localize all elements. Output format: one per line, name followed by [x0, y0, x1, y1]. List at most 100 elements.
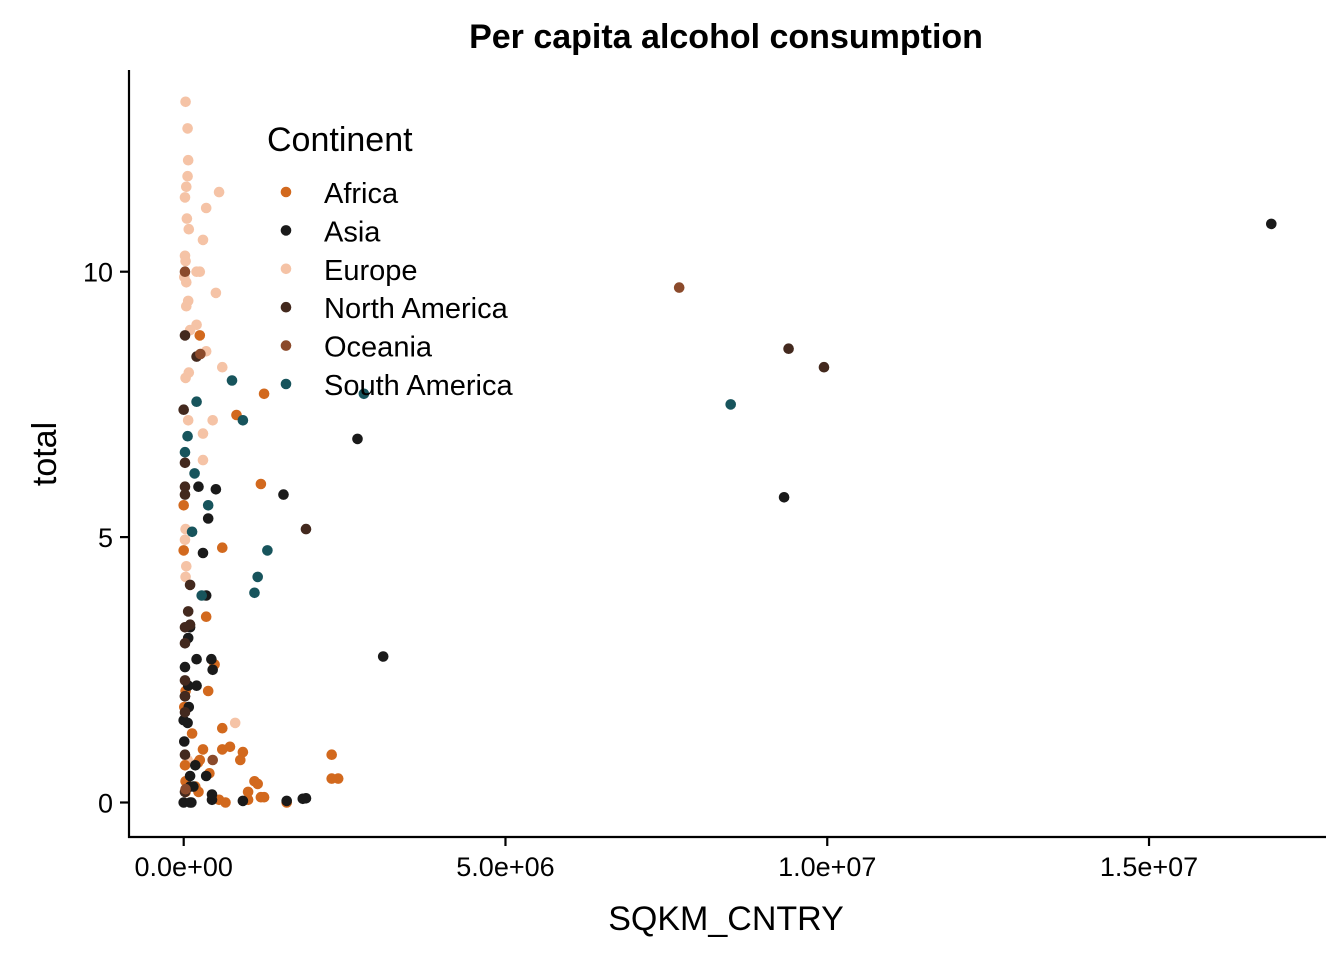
data-point — [377, 651, 389, 662]
x-tick-label: 1.0e+07 — [778, 852, 876, 882]
points-layer — [178, 96, 1277, 808]
data-point — [191, 396, 202, 408]
x-axis-title: SQKM_CNTRY — [608, 900, 844, 938]
data-point — [181, 277, 192, 288]
data-point — [197, 234, 209, 246]
data-point — [249, 587, 260, 599]
legend-label: Asia — [324, 216, 381, 248]
y-axis-title: total — [26, 422, 64, 486]
x-tick-label: 5.0e+06 — [456, 852, 554, 882]
legend-label: Africa — [324, 178, 399, 210]
data-point — [186, 728, 198, 739]
x-tick-label: 1.5e+07 — [1100, 852, 1198, 882]
y-tick-label: 0 — [98, 788, 113, 818]
legend-key — [280, 263, 292, 275]
data-point — [180, 372, 191, 384]
data-point — [202, 500, 214, 511]
data-point — [196, 590, 207, 601]
data-point — [195, 348, 206, 360]
data-point — [235, 754, 246, 766]
data-point — [252, 571, 263, 583]
data-point — [197, 428, 209, 439]
data-point — [255, 478, 267, 490]
data-point — [197, 744, 209, 755]
data-point — [352, 433, 363, 445]
y-tick-label: 10 — [83, 258, 113, 288]
x-axis-ticks: 0.0e+00 5.0e+06 1.0e+07 1.5e+07 — [135, 837, 1198, 882]
data-point — [262, 545, 273, 556]
data-point — [178, 404, 189, 416]
data-point — [179, 638, 191, 649]
data-point — [182, 430, 193, 442]
data-point — [252, 778, 263, 790]
legend-label: North America — [324, 293, 509, 325]
data-point — [278, 489, 289, 500]
data-point — [202, 685, 214, 697]
data-point — [182, 606, 194, 617]
data-point — [182, 123, 193, 134]
data-point — [206, 653, 217, 665]
data-point — [179, 489, 191, 500]
legend-key — [280, 378, 292, 390]
x-tick-label: 0.0e+00 — [135, 852, 233, 882]
data-point — [197, 454, 209, 466]
data-point — [179, 736, 190, 747]
data-point — [183, 223, 195, 235]
data-point — [213, 186, 225, 198]
legend-entries: Africa Asia Europe North America Oceania Sout… — [280, 178, 513, 402]
data-point — [179, 330, 191, 341]
data-point — [783, 343, 794, 355]
data-point — [202, 513, 214, 524]
data-point — [207, 415, 218, 426]
data-point — [207, 754, 218, 766]
data-point — [182, 154, 194, 166]
data-point — [179, 481, 191, 493]
data-point — [184, 579, 196, 591]
series-oceania — [179, 266, 685, 795]
data-point — [184, 770, 196, 782]
data-point — [182, 170, 193, 182]
data-point — [210, 484, 222, 495]
data-point — [181, 181, 192, 193]
data-point — [181, 561, 192, 572]
legend-key — [280, 301, 292, 313]
data-point — [184, 797, 196, 808]
data-point — [179, 749, 191, 760]
data-point — [179, 266, 191, 278]
data-point — [181, 213, 193, 224]
data-point — [180, 571, 191, 583]
data-point — [237, 415, 249, 426]
legend-title: Continent — [267, 121, 413, 159]
data-point — [242, 786, 254, 798]
data-point — [179, 707, 191, 718]
data-point — [217, 361, 228, 373]
data-point — [179, 457, 191, 469]
data-point — [673, 282, 685, 293]
data-point — [189, 468, 200, 479]
y-axis-ticks: 0 5 10 — [83, 258, 129, 818]
data-point — [200, 611, 212, 622]
data-point — [193, 481, 204, 493]
data-point — [179, 534, 191, 546]
data-point — [181, 300, 192, 312]
legend-key — [280, 225, 292, 236]
data-point — [300, 793, 312, 804]
data-point — [818, 361, 830, 373]
data-point — [220, 797, 231, 808]
data-point — [186, 526, 198, 538]
data-point — [178, 500, 189, 511]
legend-label: Europe — [324, 255, 418, 287]
legend-key — [280, 340, 292, 351]
data-point — [180, 255, 191, 267]
data-point — [200, 202, 212, 214]
data-point — [179, 760, 191, 771]
chart-title: Per capita alcohol consumption — [469, 18, 983, 56]
data-point — [179, 661, 191, 673]
data-point — [182, 717, 193, 729]
data-point — [281, 795, 293, 807]
data-point — [229, 717, 241, 729]
data-point — [179, 675, 191, 686]
data-point — [191, 653, 202, 665]
data-point — [300, 523, 312, 535]
